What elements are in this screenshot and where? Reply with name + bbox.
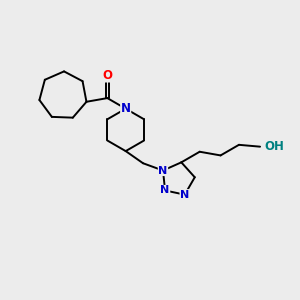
Text: O: O [102,69,112,82]
Text: N: N [180,190,189,200]
Text: N: N [121,102,131,115]
Text: N: N [160,185,170,196]
Text: OH: OH [265,140,284,153]
Text: N: N [158,166,168,176]
